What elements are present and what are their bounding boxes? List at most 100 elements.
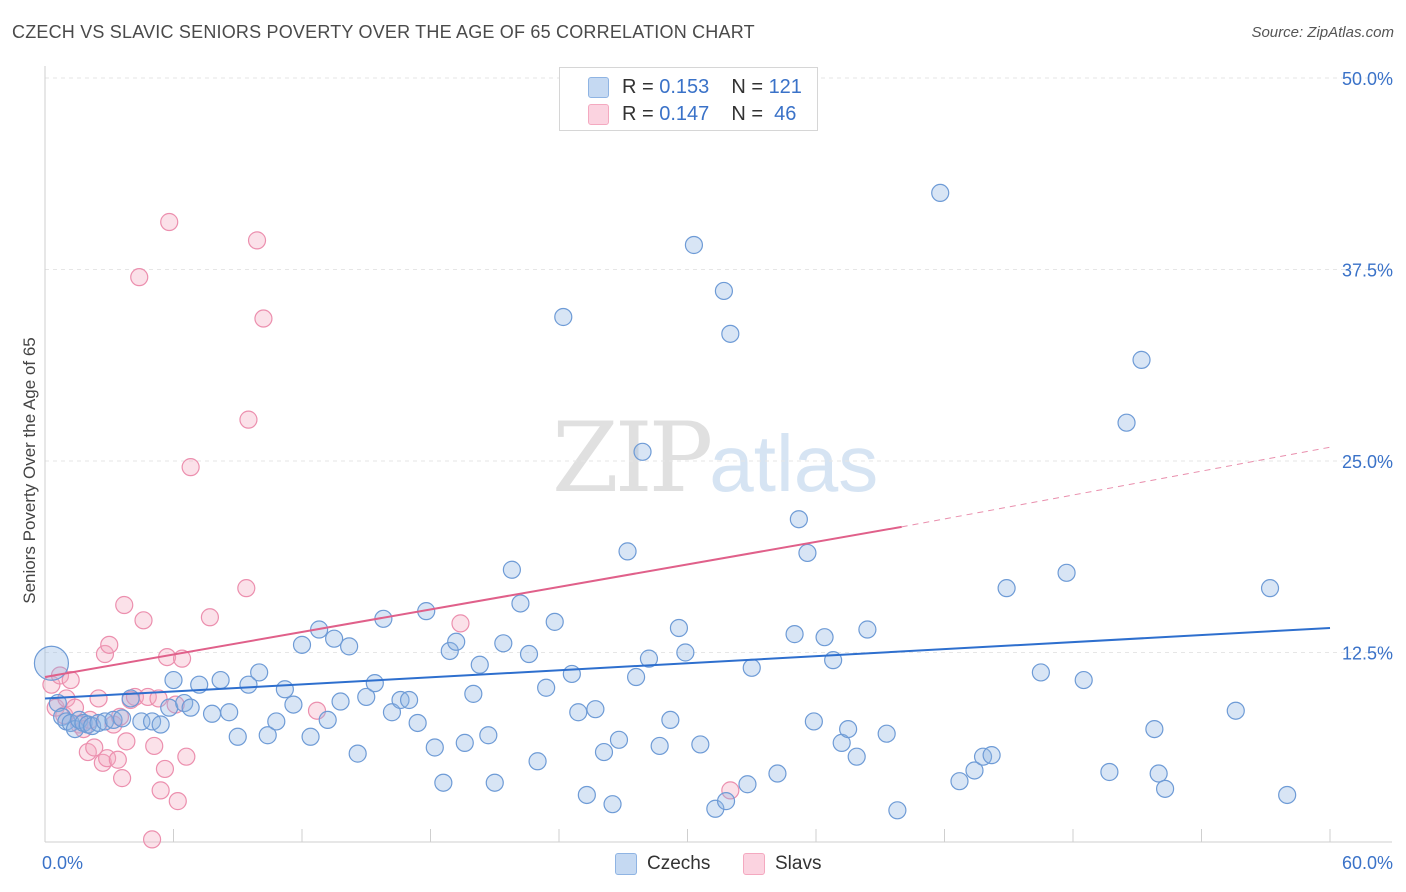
czech-point [325,629,344,648]
y-tick-label: 50.0% [1342,69,1393,89]
czech-point [618,542,637,561]
czech-point [839,719,858,739]
legend-r-value-czechs: 0.153 [659,75,710,98]
slav-point [155,759,175,779]
legend-row-czechs: R = 0.153 N = 121 [588,75,802,99]
czech-point [997,579,1016,598]
czech-point [669,618,689,638]
czech-point [626,667,646,687]
czech-point [798,543,817,563]
czech-point [365,674,384,693]
czech-point [399,690,419,710]
czech-point [211,670,230,690]
czech-point [151,715,170,734]
source-label: Source: ZipAtlas.com [1251,24,1394,41]
czech-point [160,698,179,717]
legend-r-label-slavs: R = [622,102,654,125]
czech-point [691,735,710,754]
czech-point [877,724,896,743]
czech-point [586,700,605,719]
czech-point [545,612,564,631]
czech-point [250,663,269,682]
czech-point [284,695,303,714]
czech-point [1074,670,1093,690]
czech-point [132,712,151,731]
y-tick-label: 25.0% [1342,452,1393,472]
slav-point [254,309,273,328]
czech-point [175,693,194,713]
bottom-legend-swatch-czechs [615,853,637,875]
czech-point [267,712,286,731]
slav-point [100,635,119,654]
czech-point [89,713,108,733]
czech-point [554,307,573,327]
y-tick-label: 12.5% [1342,644,1393,664]
x-tick-label: 60.0% [1342,853,1393,873]
czech-point [1149,764,1168,783]
czech-point [577,785,596,805]
bottom-legend-slavs: Slavs [743,852,821,876]
slav-point [177,747,196,766]
legend-r-value-slavs: 0.147 [659,102,710,125]
czech-point [202,704,222,723]
czech-point [785,625,804,644]
czech-point [502,560,521,579]
slav-point [181,458,200,477]
czech-point [714,281,734,301]
legend: R = 0.153 N = 121 R = 0.147 N = 46 [559,67,818,131]
slav-point [117,732,136,751]
legend-row-slavs: R = 0.147 N = 46 [588,102,796,126]
y-tick-label: 37.5% [1342,261,1393,281]
czech-point [789,510,808,529]
legend-n-value-slavs: 46 [774,102,797,125]
czech-point [292,635,312,654]
czech-point [738,775,757,794]
czech-point [562,664,581,684]
legend-n-label-slavs: N = [731,102,763,125]
czech-point [633,442,652,461]
czech-point [661,710,680,730]
czech-point [569,703,588,722]
czech-point [804,712,823,731]
czech-point [676,643,695,662]
czech-point [982,746,1001,765]
czech-point [318,710,337,730]
czech-point [768,764,787,783]
slav-point [85,738,104,757]
czech-point [1145,719,1164,739]
slav-point [160,212,179,232]
czech-point [357,687,376,707]
czech-point [888,801,907,820]
czech-point [348,744,367,763]
bottom-legend-label-slavs: Slavs [775,853,822,874]
watermark-atlas: atlas [709,419,879,508]
czech-point [164,670,183,690]
czech-point [1132,350,1151,369]
czech-point [1226,701,1245,720]
czech-point [1155,779,1175,798]
y-axis-label: Seniors Poverty Over the Age of 65 [20,337,39,603]
czech-point [742,658,761,677]
czech-point [537,678,556,697]
legend-swatch-slavs [588,103,609,125]
czech-point [721,324,740,343]
czech-point [112,709,132,728]
czech-point [470,655,489,674]
czech-point [301,727,320,746]
czech-point [485,773,504,792]
czech-point [603,795,622,814]
chart-title: CZECH VS SLAVIC SENIORS POVERTY OVER THE… [12,22,755,42]
czech-point [965,761,984,780]
x-tick-label: 0.0% [42,853,83,873]
czech-point [528,752,547,771]
czech-point [275,680,294,699]
czech-point [847,747,866,766]
czech-point [931,183,950,202]
czech-point [455,733,474,752]
slav-point [168,792,187,811]
legend-n-value-czechs: 121 [768,75,802,98]
czech-point [1278,785,1297,805]
slav-point [89,689,108,708]
czech-point [228,727,247,746]
bottom-legend-czechs: Czechs [615,852,710,876]
